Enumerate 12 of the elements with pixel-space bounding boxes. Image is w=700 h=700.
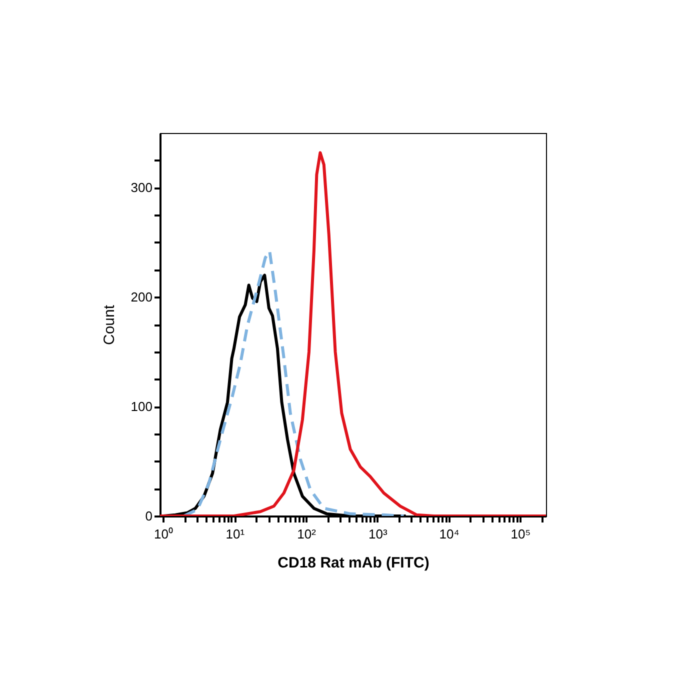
y-tick-label: 100 bbox=[130, 399, 152, 414]
x-tick-label: 10³ bbox=[368, 526, 388, 542]
y-axis-title: Count bbox=[100, 304, 118, 346]
y-tick-label: 0 bbox=[145, 508, 152, 524]
x-axis-title: CD18 Rat mAb (FITC) bbox=[278, 554, 430, 572]
x-tick-label: 10⁰ bbox=[154, 526, 174, 542]
x-tick-label: 10⁴ bbox=[439, 526, 460, 542]
y-tick-label: 300 bbox=[130, 180, 152, 196]
y-tick-label: 200 bbox=[130, 290, 152, 305]
x-tick-label: 10¹ bbox=[226, 526, 246, 542]
x-tick-label: 10⁵ bbox=[510, 526, 531, 542]
x-tick-label: 10² bbox=[297, 526, 317, 542]
